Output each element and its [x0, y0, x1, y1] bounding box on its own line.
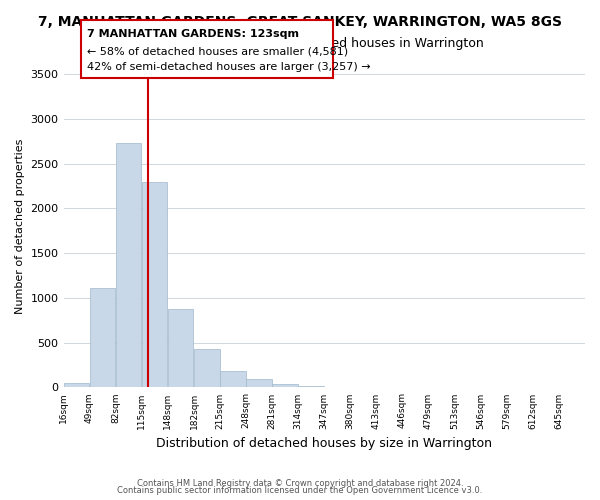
Bar: [89, 288, 115, 388]
Bar: [298, 386, 324, 388]
Text: Contains public sector information licensed under the Open Government Licence v3: Contains public sector information licen…: [118, 486, 482, 495]
Bar: [246, 379, 272, 388]
Text: Size of property relative to detached houses in Warrington: Size of property relative to detached ho…: [116, 38, 484, 51]
Bar: [194, 349, 220, 388]
Bar: [142, 182, 167, 388]
Text: ← 58% of detached houses are smaller (4,581): ← 58% of detached houses are smaller (4,…: [87, 46, 348, 56]
Bar: [64, 383, 89, 388]
Text: 7, MANHATTAN GARDENS, GREAT SANKEY, WARRINGTON, WA5 8GS: 7, MANHATTAN GARDENS, GREAT SANKEY, WARR…: [38, 15, 562, 29]
Bar: [220, 371, 246, 388]
Bar: [116, 143, 141, 388]
Text: 42% of semi-detached houses are larger (3,257) →: 42% of semi-detached houses are larger (…: [87, 62, 371, 72]
X-axis label: Distribution of detached houses by size in Warrington: Distribution of detached houses by size …: [156, 437, 492, 450]
Bar: [167, 308, 193, 388]
Text: Contains HM Land Registry data © Crown copyright and database right 2024.: Contains HM Land Registry data © Crown c…: [137, 478, 463, 488]
Bar: [272, 384, 298, 388]
Y-axis label: Number of detached properties: Number of detached properties: [15, 138, 25, 314]
Text: 7 MANHATTAN GARDENS: 123sqm: 7 MANHATTAN GARDENS: 123sqm: [87, 29, 299, 39]
